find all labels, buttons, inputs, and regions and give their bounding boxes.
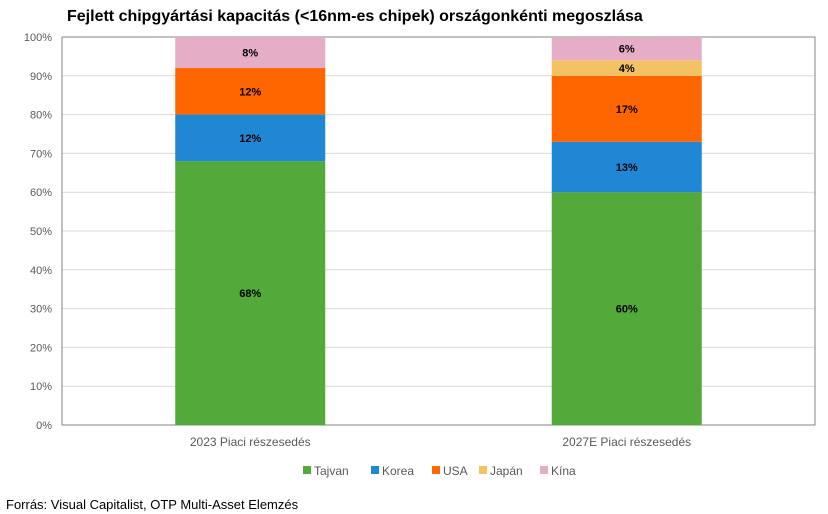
bar-segment-tajvan bbox=[551, 192, 702, 425]
data-label: 12% bbox=[239, 86, 261, 98]
y-tick-label: 80% bbox=[30, 110, 52, 122]
y-tick-label: 100% bbox=[24, 32, 52, 44]
data-label: 12% bbox=[239, 133, 261, 145]
legend-swatch-japán bbox=[479, 466, 487, 474]
y-tick-label: 0% bbox=[36, 420, 52, 432]
legend-swatch-tajvan bbox=[303, 466, 311, 474]
data-label: 68% bbox=[239, 288, 261, 300]
bar-segment-korea bbox=[551, 141, 702, 193]
x-tick-label: 2027E Piaci részesedés bbox=[562, 435, 691, 449]
legend-swatch-kína bbox=[540, 466, 548, 474]
data-label: 17% bbox=[616, 104, 638, 116]
x-tick-label: 2023 Piaci részesedés bbox=[190, 435, 311, 449]
chart-title: Fejlett chipgyártási kapacitás (<16nm-es… bbox=[67, 8, 643, 25]
y-tick-label: 20% bbox=[30, 342, 52, 354]
y-tick-label: 70% bbox=[30, 148, 52, 160]
legend-label: Japán bbox=[490, 464, 523, 478]
y-tick-label: 50% bbox=[30, 226, 52, 238]
data-label: 4% bbox=[619, 63, 635, 75]
data-label: 6% bbox=[619, 44, 635, 56]
bar-segment-kína bbox=[551, 37, 702, 61]
bar-segment-usa bbox=[175, 68, 326, 115]
data-label: 13% bbox=[616, 162, 638, 174]
legend-swatch-usa bbox=[432, 466, 440, 474]
y-tick-label: 60% bbox=[30, 187, 52, 199]
bar-segment-korea bbox=[175, 114, 326, 162]
y-tick-label: 40% bbox=[30, 265, 52, 277]
legend-label: Kína bbox=[551, 464, 576, 478]
bar-segment-usa bbox=[551, 75, 702, 142]
legend-label: USA bbox=[443, 464, 468, 478]
legend-label: Korea bbox=[382, 464, 414, 478]
legend-label: Tajvan bbox=[314, 464, 349, 478]
bar-segment-kína bbox=[175, 37, 326, 69]
y-tick-label: 90% bbox=[30, 71, 52, 83]
data-label: 60% bbox=[616, 304, 638, 316]
legend-swatch-korea bbox=[371, 466, 379, 474]
data-label: 8% bbox=[242, 48, 258, 60]
bar-segment-tajvan bbox=[175, 161, 326, 425]
bar-segment-japán bbox=[551, 60, 702, 76]
y-tick-label: 30% bbox=[30, 304, 52, 316]
plot-area-border bbox=[61, 36, 816, 426]
source-note: Forrás: Visual Capitalist, OTP Multi-Ass… bbox=[6, 497, 299, 512]
y-tick-label: 10% bbox=[30, 381, 52, 393]
